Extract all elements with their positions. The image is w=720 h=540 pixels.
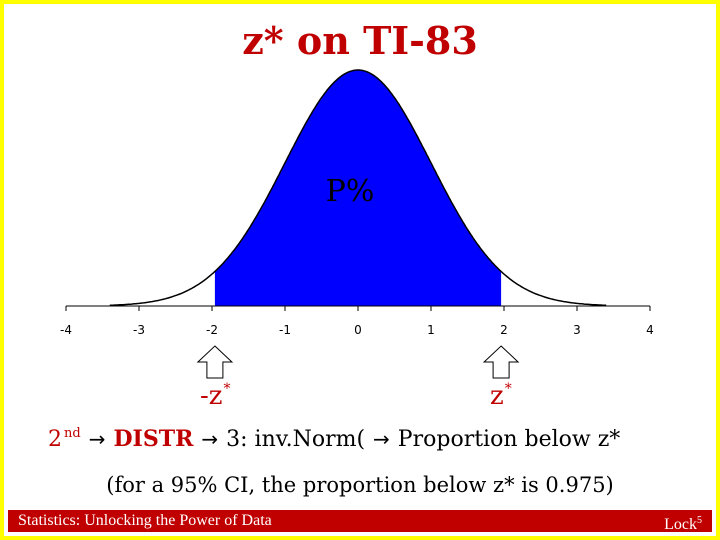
x-axis-tick-label: -1 [279,323,291,337]
footer-bar: Statistics: Unlocking the Power of Data … [8,510,712,533]
footer-lock5: Lock5 [664,515,702,533]
shaded-area-label: P% [325,174,375,209]
x-axis-tick-label: 2 [500,323,508,337]
x-axis-tick-label: -2 [206,323,218,337]
up-arrow-icon [196,345,234,379]
normal-curve-diagram: -4 -3 -2 -1 0 1 2 3 4 [60,69,654,379]
up-arrow-icon [482,345,520,379]
shaded-region [214,70,502,306]
footer-book-title: Statistics: Unlocking the Power of Data [18,512,272,529]
distr-key: DISTR [113,426,194,452]
slide-title: z* on TI-83 [242,18,478,63]
confidence-note: (for a 95% CI, the proportion below z* i… [106,473,614,497]
x-axis-tick-label: -4 [60,323,72,337]
invnorm-argument: Proportion below z* [397,427,621,452]
positive-z-star-label: z* [490,381,512,411]
x-axis-tick-label: 3 [573,323,581,337]
arrow-icon: → [201,427,219,451]
arrow-icon: → [88,427,106,451]
invnorm-menu-item: 3: inv.Norm( [226,427,366,452]
x-axis-tick-label: 0 [354,323,362,337]
x-axis-tick-label: -3 [133,323,145,337]
negative-z-star-label: -z* [200,381,231,411]
arrow-icon: → [373,427,390,451]
x-axis-tick-label: 4 [646,323,654,337]
bell-curve-line [109,69,607,307]
x-axis-tick-label: 1 [427,323,435,337]
